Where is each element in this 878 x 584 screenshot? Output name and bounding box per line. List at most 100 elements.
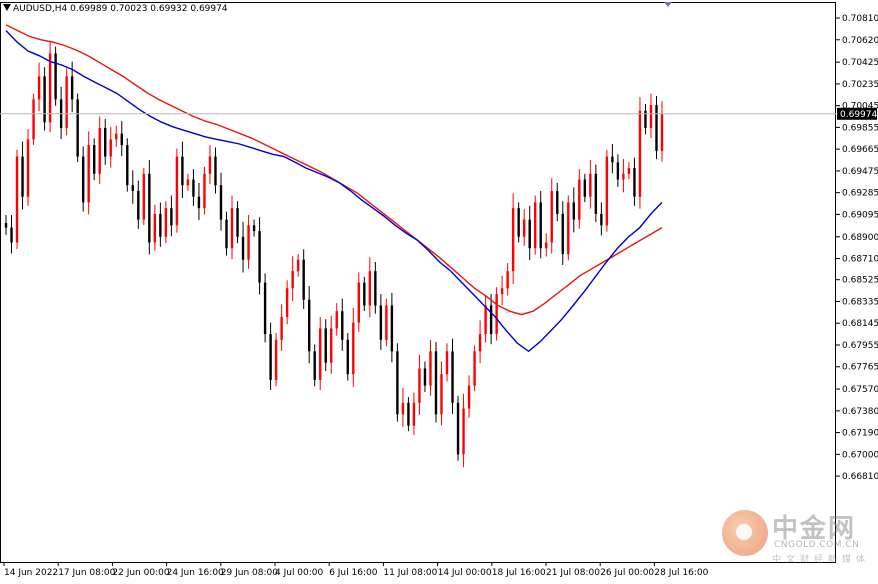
- candle-body: [164, 208, 168, 237]
- y-tick-label: 0.69285: [842, 189, 878, 199]
- candle-body: [374, 271, 377, 306]
- x-tick-label: 6 Jul 16:00: [329, 568, 378, 578]
- candle-body: [363, 282, 366, 306]
- y-tick-label: 0.68525: [842, 276, 878, 286]
- candle-body: [258, 231, 261, 283]
- candle-body: [357, 282, 361, 323]
- x-tick-label: 24 Jun 16:00: [167, 568, 224, 578]
- candle-body: [159, 213, 162, 237]
- y-tick-label: 0.68900: [842, 233, 878, 243]
- dropdown-triangle-icon: [3, 4, 11, 11]
- candle-body: [522, 219, 526, 237]
- candle-body: [241, 236, 245, 260]
- plot-frame: [0, 2, 836, 563]
- candle-body: [495, 294, 498, 335]
- candle-body: [170, 208, 173, 226]
- x-tick-label: 21 Jul 08:00: [546, 568, 600, 578]
- candle-body: [616, 162, 620, 180]
- candle-body: [534, 202, 537, 249]
- candle-body: [429, 351, 432, 386]
- y-tick-label: 0.70620: [842, 36, 878, 46]
- y-tick-label: 0.70045: [842, 102, 878, 112]
- y-tick-label: 0.67765: [842, 363, 878, 373]
- watermark: 中金网 CNGOLD.COM.CN 中文财经新媒体: [722, 508, 872, 565]
- x-tick-label: 17 Jun 08:00: [58, 568, 115, 578]
- candle-body: [324, 328, 327, 363]
- candle-body: [627, 168, 631, 174]
- candle-body: [115, 133, 118, 140]
- y-tick-label: 0.69475: [842, 167, 878, 177]
- candle-body: [423, 368, 427, 386]
- y-tick-label: 0.68335: [842, 297, 878, 307]
- candle-body: [137, 190, 140, 220]
- y-tick-label: 0.68710: [842, 255, 878, 265]
- candle-body: [412, 402, 416, 426]
- y-tick-label: 0.70235: [842, 80, 878, 90]
- candle-body: [346, 339, 349, 375]
- candle-body: [175, 156, 179, 226]
- candle-body: [126, 145, 129, 186]
- watermark-domain: CNGOLD.COM.CN: [774, 540, 860, 550]
- candle-body: [225, 219, 228, 249]
- candle-body: [600, 213, 603, 226]
- candle-body: [467, 385, 471, 409]
- candle-body: [644, 110, 647, 128]
- candle-body: [252, 225, 256, 232]
- candle-body: [104, 127, 107, 157]
- candle-body: [302, 259, 305, 300]
- candle-body: [528, 219, 531, 249]
- candle-body: [15, 156, 19, 243]
- candle-body: [556, 190, 559, 214]
- y-tick-label: 0.69095: [842, 210, 878, 220]
- candle-body: [660, 113, 664, 151]
- candle-body: [484, 305, 487, 335]
- shift-marker-icon: [664, 2, 672, 7]
- candle-body: [203, 173, 206, 209]
- candle-body: [43, 76, 46, 123]
- candle-body: [434, 351, 438, 415]
- candle-body: [473, 351, 476, 386]
- y-tick-label: 0.67570: [842, 385, 878, 395]
- watermark-brand: 中金网: [772, 514, 857, 544]
- candle-body: [313, 351, 316, 380]
- candle-body: [93, 145, 96, 174]
- candle-body: [506, 271, 509, 289]
- candle-body: [539, 202, 542, 249]
- candle-body: [307, 299, 311, 352]
- cngold-logo-icon: [722, 510, 768, 556]
- candle-body: [649, 105, 653, 128]
- candle-body: [550, 190, 553, 243]
- candle-body: [48, 53, 52, 123]
- candle-body: [87, 145, 90, 203]
- x-tick-label: 11 Jul 08:00: [383, 568, 437, 578]
- y-tick-label: 0.70810: [842, 14, 878, 24]
- candle-body: [263, 282, 267, 335]
- ma-fast-line: [5, 30, 663, 353]
- candle-body: [561, 213, 564, 254]
- candle-body: [418, 368, 421, 403]
- candle-body: [611, 156, 614, 163]
- candle-body: [4, 223, 8, 228]
- candle-body: [81, 156, 85, 203]
- candle-body: [572, 202, 575, 220]
- candle-body: [70, 76, 74, 100]
- candle-body: [219, 185, 223, 220]
- candle-body: [445, 351, 449, 375]
- candle-body: [638, 110, 642, 197]
- current-price-tag: [837, 107, 877, 120]
- candle-body: [21, 156, 24, 197]
- y-tick-label: 0.67190: [842, 429, 878, 439]
- candle-body: [352, 322, 355, 375]
- y-tick-label: 0.66810: [842, 472, 878, 482]
- candle-body: [214, 156, 217, 186]
- candle-body: [181, 156, 184, 186]
- candle-body: [109, 139, 112, 157]
- candle-body: [456, 402, 460, 455]
- y-tick-label: 0.67955: [842, 341, 878, 351]
- x-tick-label: 14 Jun 2022: [4, 568, 58, 578]
- candle-body: [65, 76, 68, 128]
- candle-body: [633, 168, 636, 197]
- candle-body: [368, 271, 372, 306]
